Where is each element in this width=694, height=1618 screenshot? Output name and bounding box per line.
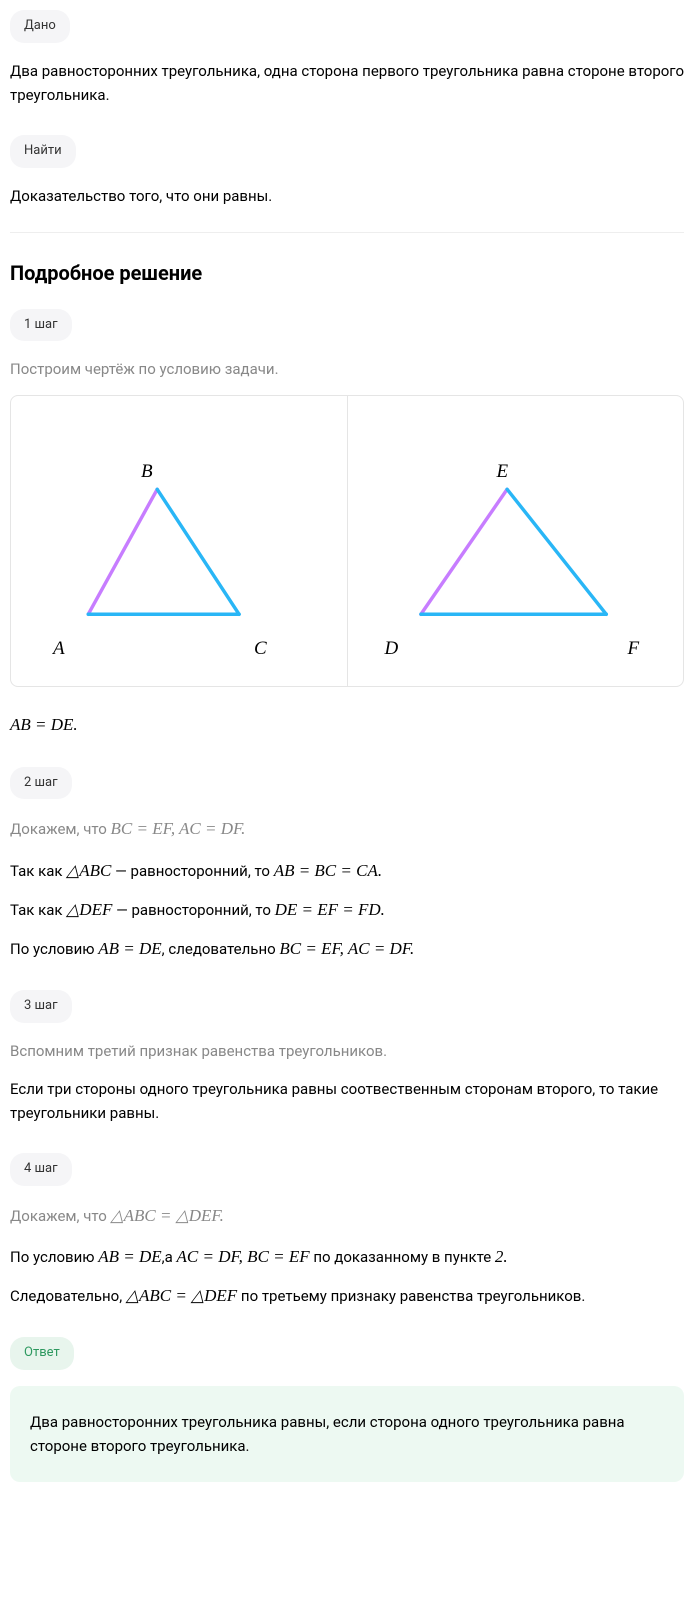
step2-l2-m2: DE = EF = FD. <box>275 900 385 919</box>
step3-text: Если три стороны одного треугольника рав… <box>10 1077 684 1125</box>
vertex-label-a: A <box>53 634 65 664</box>
divider <box>10 232 684 233</box>
step4-l1-p2: ,а <box>162 1248 177 1266</box>
step4-l1-m1: AB = DE <box>98 1247 161 1266</box>
vertex-label-f: F <box>628 634 640 664</box>
badge-step4: 4 шаг <box>10 1153 72 1186</box>
diagram-left: A B C <box>11 396 348 686</box>
step4-l2-p1: Следовательно, <box>10 1287 126 1305</box>
diagram-right: D E F <box>348 396 684 686</box>
step2-l2-p1: Так как <box>10 901 66 919</box>
vertex-label-e: E <box>497 457 509 487</box>
badge-step2: 2 шаг <box>10 767 72 800</box>
step2-l1-m2: AB = BC = CA. <box>274 861 382 880</box>
step2-l3-p1: По условию <box>10 940 98 958</box>
find-text: Доказательство того, что они равны. <box>10 184 684 208</box>
step2-l2-p2: — равносторонний, то <box>112 901 274 919</box>
step2-l2-m1: △DEF <box>66 900 112 919</box>
answer-text: Два равносторонних треугольника равны, е… <box>30 1413 625 1455</box>
step2-l3-m1: AB = DE <box>98 939 161 958</box>
step4-intro-prefix: Докажем, что <box>10 1207 111 1225</box>
triangle-def <box>368 416 664 666</box>
step2-l3-p2: , следовательно <box>162 940 280 958</box>
solution-heading: Подробное решение <box>10 257 684 289</box>
step2-l1-p1: Так как <box>10 862 66 880</box>
answer-box: Два равносторонних треугольника равны, е… <box>10 1386 684 1482</box>
triangle-abc <box>31 416 327 666</box>
step4-intro-math: △ABC = △DEF. <box>111 1206 224 1225</box>
diagram-container: A B C D E F <box>10 395 684 687</box>
vertex-label-c: C <box>254 634 267 664</box>
step4-l1-m3: 2. <box>495 1247 508 1266</box>
step4-line1: По условию AB = DE,а AC = DF, BC = EF по… <box>10 1243 684 1270</box>
badge-step3: 3 шаг <box>10 990 72 1023</box>
step3-intro: Вспомним третий признак равенства треуго… <box>10 1039 684 1063</box>
vertex-label-d: D <box>385 634 399 664</box>
step4-l1-p3: по доказанному в пункте <box>310 1248 495 1266</box>
step4-l2-m1: △ABC = △DEF <box>126 1286 237 1305</box>
step2-line3: По условию AB = DE, следовательно BC = E… <box>10 935 684 962</box>
step4-intro: Докажем, что △ABC = △DEF. <box>10 1202 684 1229</box>
badge-step1: 1 шаг <box>10 309 72 342</box>
step2-line1: Так как △ABC — равносторонний, то AB = B… <box>10 857 684 884</box>
step2-intro: Докажем, что BC = EF, AC = DF. <box>10 815 684 842</box>
step2-intro-math: BC = EF, AC = DF. <box>111 819 246 838</box>
step1-eq: AB = DE. <box>10 711 684 738</box>
badge-answer: Ответ <box>10 1337 74 1370</box>
step4-line2: Следовательно, △ABC = △DEF по третьему п… <box>10 1282 684 1309</box>
step1-intro: Построим чертёж по условию задачи. <box>10 357 684 381</box>
vertex-label-b: B <box>141 457 153 487</box>
step4-l1-p1: По условию <box>10 1248 98 1266</box>
given-text: Два равносторонних треугольника, одна ст… <box>10 59 684 107</box>
step4-l2-p2: по третьему признаку равенства треугольн… <box>237 1287 585 1305</box>
step2-l3-m2: BC = EF, AC = DF. <box>279 939 414 958</box>
step2-line2: Так как △DEF — равносторонний, то DE = E… <box>10 896 684 923</box>
badge-given: Дано <box>10 10 70 43</box>
badge-find: Найти <box>10 135 76 168</box>
step2-l1-m1: △ABC <box>66 861 111 880</box>
step2-intro-prefix: Докажем, что <box>10 820 111 838</box>
step4-l1-m2: AC = DF, BC = EF <box>177 1247 310 1266</box>
step2-l1-p2: — равносторонний, то <box>111 862 273 880</box>
